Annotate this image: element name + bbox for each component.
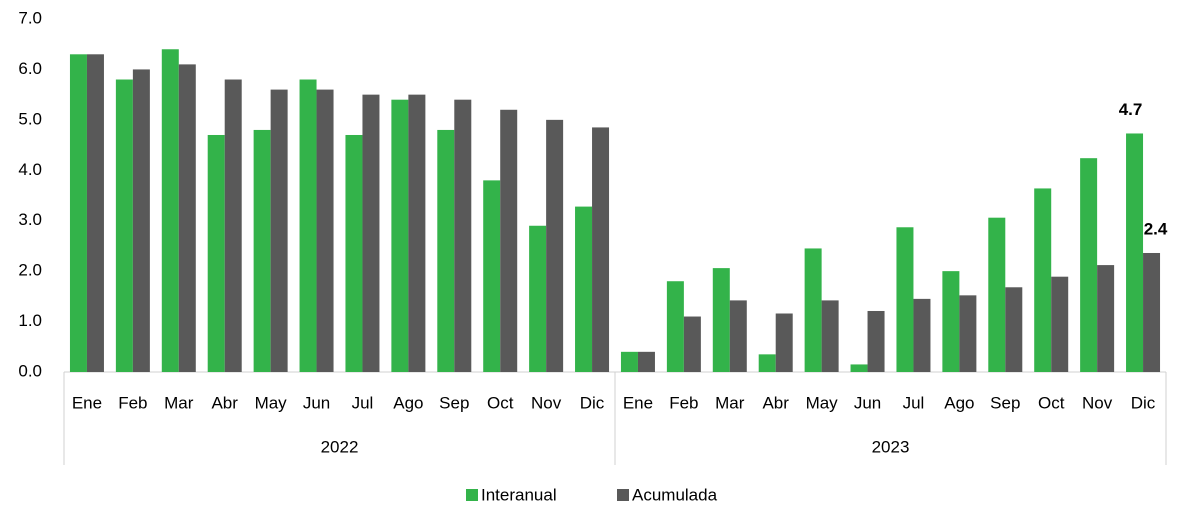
x-tick-label: May (806, 393, 839, 412)
x-tick-label: Nov (531, 393, 562, 412)
bar (391, 99, 409, 372)
x-tick-label: May (255, 393, 288, 412)
bar (1143, 252, 1161, 372)
group-label: 2023 (872, 437, 910, 456)
bar (850, 364, 868, 372)
x-tick-label: Mar (164, 393, 194, 412)
bar (500, 109, 518, 373)
x-tick-label: Dic (580, 393, 605, 412)
x-tick-label: Ene (72, 393, 102, 412)
y-tick-label: 1.0 (18, 311, 42, 330)
legend-swatch (617, 489, 629, 501)
bar (1097, 265, 1115, 372)
bar (253, 129, 271, 372)
y-tick-label: 4.0 (18, 160, 42, 179)
x-tick-label: Ago (944, 393, 974, 412)
x-tick-label: Jun (854, 393, 881, 412)
y-tick-label: 3.0 (18, 210, 42, 229)
x-tick-label: Abr (211, 393, 238, 412)
bar (1034, 188, 1052, 372)
x-tick-label: Feb (118, 393, 147, 412)
bar (758, 354, 776, 372)
bar (959, 295, 977, 372)
bar (592, 127, 610, 373)
bar (207, 134, 225, 372)
bar (224, 79, 242, 372)
bar (132, 69, 150, 372)
bar (712, 268, 730, 372)
bar (575, 206, 593, 372)
bar (86, 54, 104, 373)
bar (1005, 287, 1023, 372)
bar (69, 54, 87, 373)
y-tick-label: 0.0 (18, 361, 42, 380)
x-tick-label: Abr (762, 393, 789, 412)
x-tick-label: Jun (303, 393, 330, 412)
bar (115, 79, 133, 372)
y-tick-label: 6.0 (18, 59, 42, 78)
x-tick-label: Mar (715, 393, 745, 412)
bar (620, 351, 638, 372)
x-tick-label: Dic (1131, 393, 1156, 412)
bar (1126, 133, 1144, 372)
bar (913, 298, 931, 372)
x-tick-label: Nov (1082, 393, 1113, 412)
x-tick-label: Ago (393, 393, 423, 412)
bar (437, 129, 455, 372)
x-tick-label: Sep (439, 393, 469, 412)
bar (362, 94, 380, 373)
bar (1080, 158, 1098, 372)
bar (316, 89, 334, 372)
y-tick-label: 7.0 (18, 8, 42, 27)
bar (454, 99, 472, 372)
bar (1051, 276, 1069, 372)
legend-label: Interanual (481, 485, 557, 504)
legend-swatch (466, 489, 478, 501)
x-tick-label: Sep (990, 393, 1020, 412)
legend-label: Acumulada (632, 485, 718, 504)
group-label: 2022 (321, 437, 359, 456)
bar (529, 225, 547, 372)
bar (988, 217, 1006, 372)
bar (867, 310, 885, 372)
x-tick-label: Oct (487, 393, 514, 412)
bar (637, 351, 655, 372)
bar (483, 180, 501, 372)
bar (270, 89, 288, 372)
x-tick-label: Oct (1038, 393, 1065, 412)
bar (821, 300, 839, 372)
x-tick-label: Jul (352, 393, 374, 412)
bar (546, 119, 564, 372)
bar (345, 134, 363, 372)
data-label: 2.4 (1144, 219, 1168, 238)
data-label: 4.7 (1119, 100, 1143, 119)
bar (804, 248, 822, 372)
bar (896, 227, 914, 372)
bar (178, 64, 196, 372)
x-tick-label: Feb (669, 393, 698, 412)
bar (666, 281, 684, 372)
bar (775, 313, 793, 372)
bar (299, 79, 317, 372)
x-tick-label: Ene (623, 393, 653, 412)
bar (161, 49, 179, 372)
y-tick-label: 2.0 (18, 261, 42, 280)
bar (942, 271, 960, 372)
bar (683, 316, 701, 372)
y-tick-label: 5.0 (18, 109, 42, 128)
bar (408, 94, 426, 373)
x-tick-label: Jul (903, 393, 925, 412)
bar (729, 300, 747, 372)
